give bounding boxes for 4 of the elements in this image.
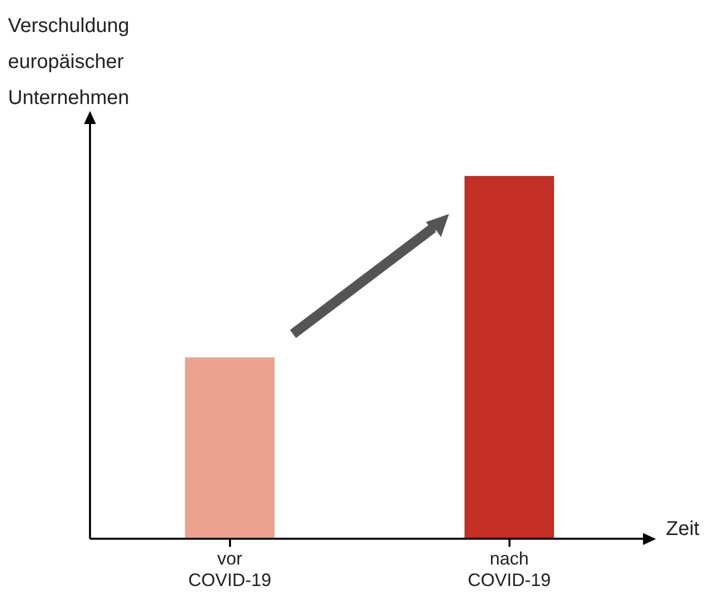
x-axis-title: Zeit xyxy=(666,518,700,541)
x-tick-label: vor COVID-19 xyxy=(188,548,272,590)
y-axis-title: Verschuldung europäischer Unternehmen xyxy=(8,14,130,111)
x-tick-label: nach COVID-19 xyxy=(468,548,551,590)
